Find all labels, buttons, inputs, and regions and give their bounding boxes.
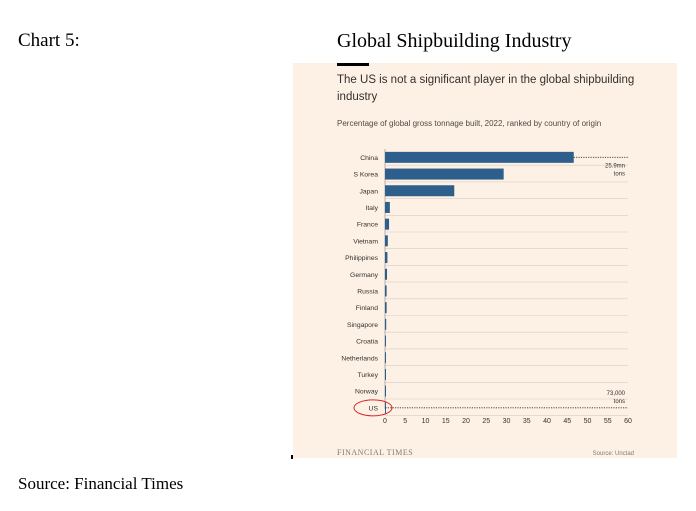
x-tick-10: 10 <box>422 418 430 425</box>
category-label-italy: Italy <box>366 205 379 212</box>
x-tick-30: 30 <box>503 418 511 425</box>
x-tick-15: 15 <box>442 418 450 425</box>
bar-china <box>385 151 574 163</box>
x-tick-5: 5 <box>403 418 407 425</box>
bar-norway <box>385 385 386 397</box>
category-label-croatia: Croatia <box>356 339 378 346</box>
x-tick-40: 40 <box>543 418 551 425</box>
chart-title-line-2: industry <box>337 91 378 103</box>
source-line: Source: Financial Times <box>18 474 184 493</box>
category-label-netherlands: Netherlands <box>341 355 378 362</box>
chart-subtitle: Percentage of global gross tonnage built… <box>337 119 601 128</box>
bar-croatia <box>385 335 386 347</box>
category-label-s-korea: S Korea <box>353 172 378 179</box>
category-label-china: China <box>360 155 378 162</box>
category-label-singapore: Singapore <box>347 322 378 329</box>
bar-s-korea <box>385 168 504 180</box>
bar-chart: The US is not a significant player in th… <box>337 63 634 457</box>
bar-italy <box>385 201 390 213</box>
category-label-turkey: Turkey <box>357 372 378 379</box>
highlight-circle-us <box>353 399 393 417</box>
panel-edge-mark <box>291 455 293 459</box>
x-tick-45: 45 <box>563 418 571 425</box>
bar-philippines <box>385 252 388 264</box>
chart-source-footer: Source: Unctad <box>593 451 634 457</box>
bar-turkey <box>385 368 386 380</box>
bar-france <box>385 218 390 230</box>
chart-title-line-1: The US is not a significant player in th… <box>337 74 634 86</box>
category-label-us: US <box>369 405 379 412</box>
bar-germany <box>385 268 388 280</box>
bar-russia <box>385 285 387 297</box>
x-tick-0: 0 <box>383 418 387 425</box>
annotation-china-value: 25.9mn <box>605 163 625 169</box>
category-label-philippines: Philippines <box>345 255 378 262</box>
annotation-us-unit: tons <box>614 399 625 405</box>
annotation-us-value: 73,000 <box>607 391 626 397</box>
chart-label: Chart 5: <box>18 30 80 51</box>
bar-vietnam <box>385 235 388 247</box>
bar-japan <box>385 185 455 197</box>
x-tick-20: 20 <box>462 418 470 425</box>
category-label-russia: Russia <box>357 288 378 295</box>
category-label-vietnam: Vietnam <box>353 238 378 245</box>
ft-chart-panel: The US is not a significant player in th… <box>293 63 677 458</box>
ft-footer-brand: FINANCIAL TIMES <box>337 448 413 457</box>
category-label-finland: Finland <box>356 305 379 312</box>
x-tick-50: 50 <box>584 418 592 425</box>
annotation-china-unit: tons <box>614 171 625 177</box>
category-label-france: France <box>357 222 378 229</box>
x-tick-55: 55 <box>604 418 612 425</box>
bar-netherlands <box>385 352 386 364</box>
category-label-japan: Japan <box>359 188 378 195</box>
x-tick-25: 25 <box>482 418 490 425</box>
chart-heading: Global Shipbuilding Industry <box>337 30 572 52</box>
ft-accent-bar <box>337 63 369 66</box>
x-tick-35: 35 <box>523 418 531 425</box>
category-label-germany: Germany <box>350 272 379 279</box>
x-tick-60: 60 <box>624 418 632 425</box>
bar-finland <box>385 302 387 314</box>
bar-singapore <box>385 318 387 330</box>
category-label-norway: Norway <box>355 389 379 396</box>
